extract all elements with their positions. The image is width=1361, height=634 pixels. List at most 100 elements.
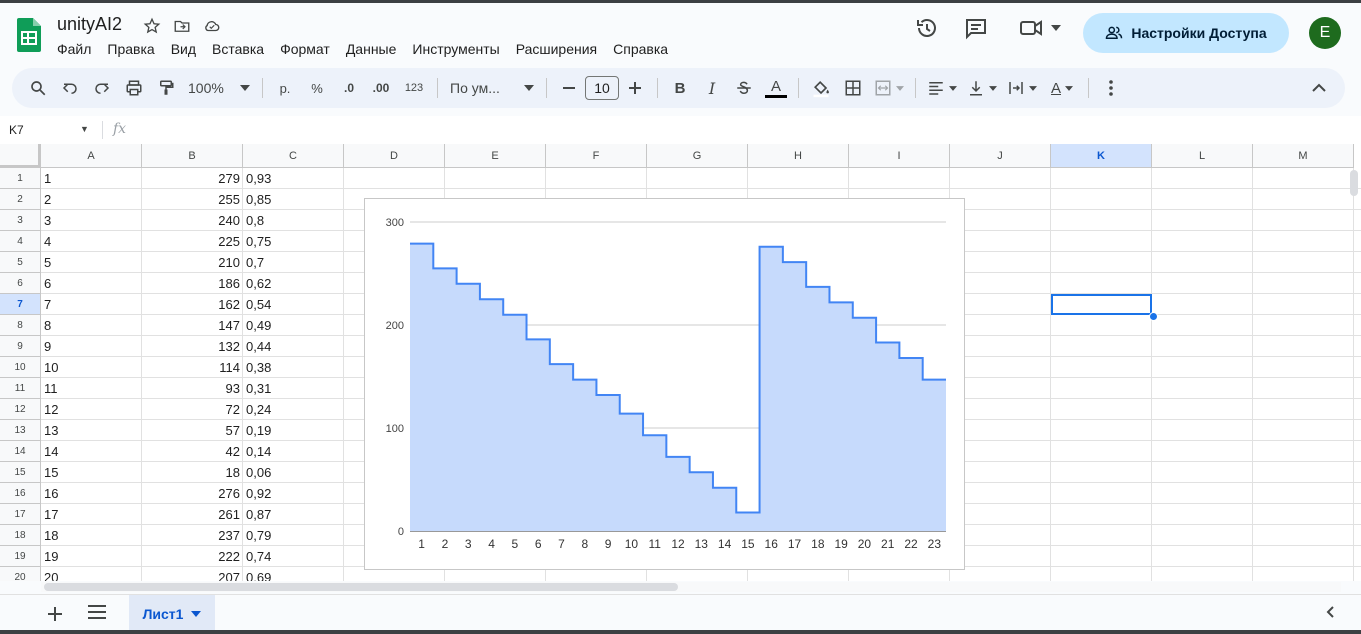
column-header-i[interactable]: I [849,144,950,168]
horizontal-scrollbar[interactable] [44,583,678,591]
text-color-button[interactable]: A [762,74,790,102]
active-cell-k7[interactable] [1051,294,1152,315]
cell-b[interactable]: 255 [218,192,240,207]
cell-c[interactable]: 0,74 [246,549,272,564]
strikethrough-icon[interactable] [730,74,758,102]
select-all-corner[interactable] [0,144,41,168]
cell-a[interactable]: 13 [44,423,59,438]
cell-a[interactable]: 8 [44,318,52,333]
undo-icon[interactable] [56,74,84,102]
row-header[interactable]: 6 [0,273,41,294]
cell-a[interactable]: 11 [44,381,58,396]
search-menus-icon[interactable] [24,74,52,102]
cell-a[interactable]: 19 [44,549,59,564]
cell-c[interactable]: 0,62 [246,276,272,291]
cell-a[interactable]: 4 [44,234,52,249]
sheet-tab-active[interactable]: Лист1 [129,595,215,633]
side-panel-chevron-icon[interactable] [1326,605,1334,623]
cell-a[interactable]: 14 [44,444,59,459]
menu-file[interactable]: Файл [57,41,92,57]
column-header-a[interactable]: A [41,144,142,168]
increase-font-size-icon[interactable] [621,74,649,102]
cell-a[interactable]: 17 [44,507,59,522]
avatar[interactable]: E [1309,17,1341,49]
all-sheets-icon[interactable] [88,605,106,624]
cell-a[interactable]: 5 [44,255,52,270]
cell-b[interactable]: 276 [218,486,240,501]
collapse-menus-icon[interactable] [1305,74,1333,102]
font-size-input[interactable]: 10 [585,76,619,100]
comments-icon[interactable] [964,16,988,45]
row-header[interactable]: 14 [0,441,41,462]
cell-c[interactable]: 0,75 [246,234,272,249]
sheets-logo-icon[interactable] [17,18,41,52]
column-header-m[interactable]: M [1253,144,1354,168]
cell-c[interactable]: 0,49 [246,318,272,333]
chart[interactable]: 0 100 200 300 1 2 3 4 5 6 7 8 9 10 11 12 13 14 15 16 17 18 19 2… [364,198,965,570]
zoom-select[interactable]: 100% [184,74,254,102]
menu-edit[interactable]: Правка [107,41,155,57]
cell-b[interactable]: 186 [218,276,240,291]
cell-b[interactable]: 93 [225,381,240,396]
cell-a[interactable]: 12 [44,402,59,417]
currency-format-button[interactable]: р. [279,80,291,96]
fill-handle[interactable] [1149,312,1158,321]
history-icon[interactable] [915,16,939,45]
row-header[interactable]: 9 [0,336,41,357]
cell-b[interactable]: 42 [225,444,240,459]
cell-b[interactable]: 162 [218,297,240,312]
cell-a[interactable]: 16 [44,486,59,501]
star-icon[interactable] [141,15,163,37]
row-header[interactable]: 5 [0,252,41,273]
cell-b[interactable]: 132 [218,339,240,354]
cell-a[interactable]: 2 [44,192,52,207]
row-header[interactable]: 12 [0,399,41,420]
italic-button[interactable]: I [708,78,716,98]
cell-b[interactable]: 261 [218,507,240,522]
cell-c[interactable]: 0,69 [246,570,272,581]
font-select[interactable]: По ум... [446,74,538,102]
column-header-e[interactable]: E [445,144,546,168]
cell-c[interactable]: 0,93 [246,171,272,186]
cell-a[interactable]: 6 [44,276,52,291]
cell-a[interactable]: 10 [44,360,59,375]
column-header-f[interactable]: F [546,144,647,168]
cell-a[interactable]: 15 [44,465,59,480]
row-header[interactable]: 19 [0,546,41,567]
bold-button[interactable]: B [674,79,686,97]
cell-b[interactable]: 57 [225,423,240,438]
cell-a[interactable]: 3 [44,213,52,228]
cell-a[interactable]: 18 [44,528,59,543]
row-header[interactable]: 4 [0,231,41,252]
column-header-b[interactable]: B [142,144,243,168]
menu-tools[interactable]: Инструменты [412,41,500,57]
menu-insert[interactable]: Вставка [212,41,265,57]
cell-b[interactable]: 240 [218,213,240,228]
cell-c[interactable]: 0,92 [246,486,272,501]
cell-c[interactable]: 0,79 [246,528,272,543]
row-header[interactable]: 8 [0,315,41,336]
move-folder-icon[interactable] [171,15,193,37]
text-wrapping-button[interactable] [1004,74,1040,102]
cell-a[interactable]: 1 [44,171,52,186]
vertical-scrollbar[interactable] [1350,170,1358,196]
cell-c[interactable]: 0,87 [246,507,272,522]
row-header[interactable]: 16 [0,483,41,504]
spreadsheet-grid[interactable]: A B C D E F G H I J K L M 1 1 279 0,93 2 2 255 0,85 3 3 240 0,8 4… [0,144,1361,581]
row-header[interactable]: 10 [0,357,41,378]
add-sheet-icon[interactable] [48,604,62,627]
share-button[interactable]: Настройки Доступа [1083,13,1289,53]
fill-color-icon[interactable] [807,74,835,102]
row-header[interactable]: 11 [0,378,41,399]
cell-c[interactable]: 0,14 [246,444,272,459]
text-rotation-button[interactable]: A [1044,74,1080,102]
cloud-status-icon[interactable] [201,15,223,37]
cell-c[interactable]: 0,38 [246,360,272,375]
column-header-g[interactable]: G [647,144,748,168]
cell-c[interactable]: 0,19 [246,423,272,438]
formula-input[interactable] [140,121,1340,139]
cell-b[interactable]: 72 [225,402,240,417]
cell-c[interactable]: 0,7 [246,255,265,270]
redo-icon[interactable] [88,74,116,102]
meet-button[interactable] [1019,16,1061,40]
